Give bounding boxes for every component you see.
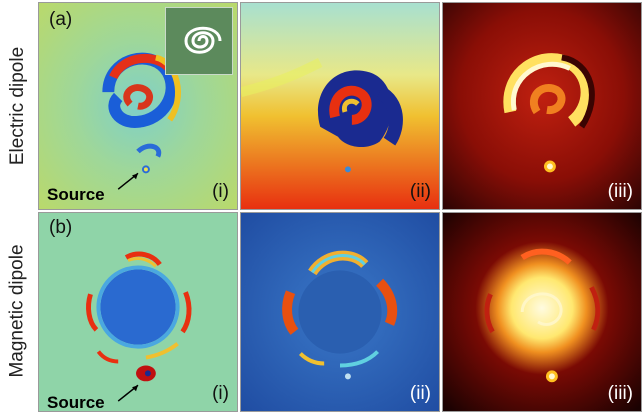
panel-a-i: (a) Source (i) [38,2,238,210]
source-label-a: Source [47,185,105,204]
magnetic-intensity-image [443,213,641,411]
subpanel-label-a-iii: (iii) [607,181,633,202]
panel-tag-a: (a) [49,9,73,30]
row-label-electric-text: Electric dipole [7,46,28,166]
electric-intensity-image [443,3,641,209]
magnetic-field-image [39,213,237,411]
subpanel-label-b-i: (i) [212,383,229,404]
panel-tag-b: (b) [49,217,73,238]
row-label-magnetic-text: Magnetic dipole [7,244,28,378]
source-label-b: Source [47,393,105,412]
panel-b-i: (b) Source (i) [38,212,238,412]
magnetic-phase-image [241,213,439,411]
panel-b-iii: (iii) [442,212,642,412]
row-label-electric: Electric dipole [0,2,36,210]
electric-phase-image [241,3,439,209]
subpanel-label-a-i: (i) [212,181,229,202]
subpanel-label-b-ii: (ii) [409,383,431,404]
panel-b-ii: (ii) [240,212,440,412]
row-label-magnetic: Magnetic dipole [0,210,36,412]
panel-a-ii: (ii) [240,2,440,210]
subpanel-label-a-ii: (ii) [409,181,431,202]
spiral-inset-icon [165,7,233,75]
panel-a-iii: (iii) [442,2,642,210]
spiral-icon [184,26,222,54]
subpanel-label-b-iii: (iii) [607,383,633,404]
